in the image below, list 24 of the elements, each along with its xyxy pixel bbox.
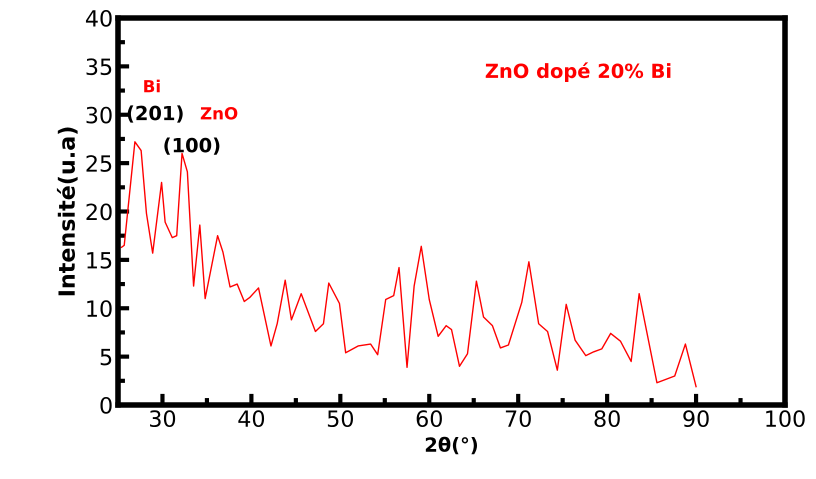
annotation: ZnO dopé 20% Bi	[486, 62, 670, 82]
x-tick-label: 70	[506, 410, 531, 428]
x-tick-label: 50	[328, 410, 353, 428]
x-tick-label: 100	[766, 410, 805, 428]
x-axis-title: 2θ(°)	[426, 436, 478, 454]
x-tick-label: 90	[683, 410, 709, 428]
annotation: (100)	[164, 137, 220, 155]
x-tick-label: 40	[238, 410, 264, 428]
y-tick-label: 40	[86, 10, 112, 27]
annotation: (201)	[128, 105, 183, 123]
y-tick-label: 30	[86, 106, 112, 124]
y-axis-title: Intensité(u.a)	[56, 128, 78, 296]
x-tick-label: 80	[594, 410, 620, 428]
y-tick-label: 20	[86, 203, 112, 220]
y-tick-label: 0	[100, 396, 112, 414]
y-tick-label: 35	[86, 58, 112, 76]
x-tick-label: 30	[150, 410, 176, 428]
y-tick-label: 25	[86, 155, 112, 172]
x-tick-label: 60	[416, 410, 442, 428]
y-tick-label: 15	[87, 252, 112, 269]
annotation: ZnO	[200, 106, 238, 120]
y-tick-label: 5	[100, 348, 112, 366]
annotation: Bi	[144, 80, 160, 92]
y-tick-label: 10	[87, 300, 112, 318]
